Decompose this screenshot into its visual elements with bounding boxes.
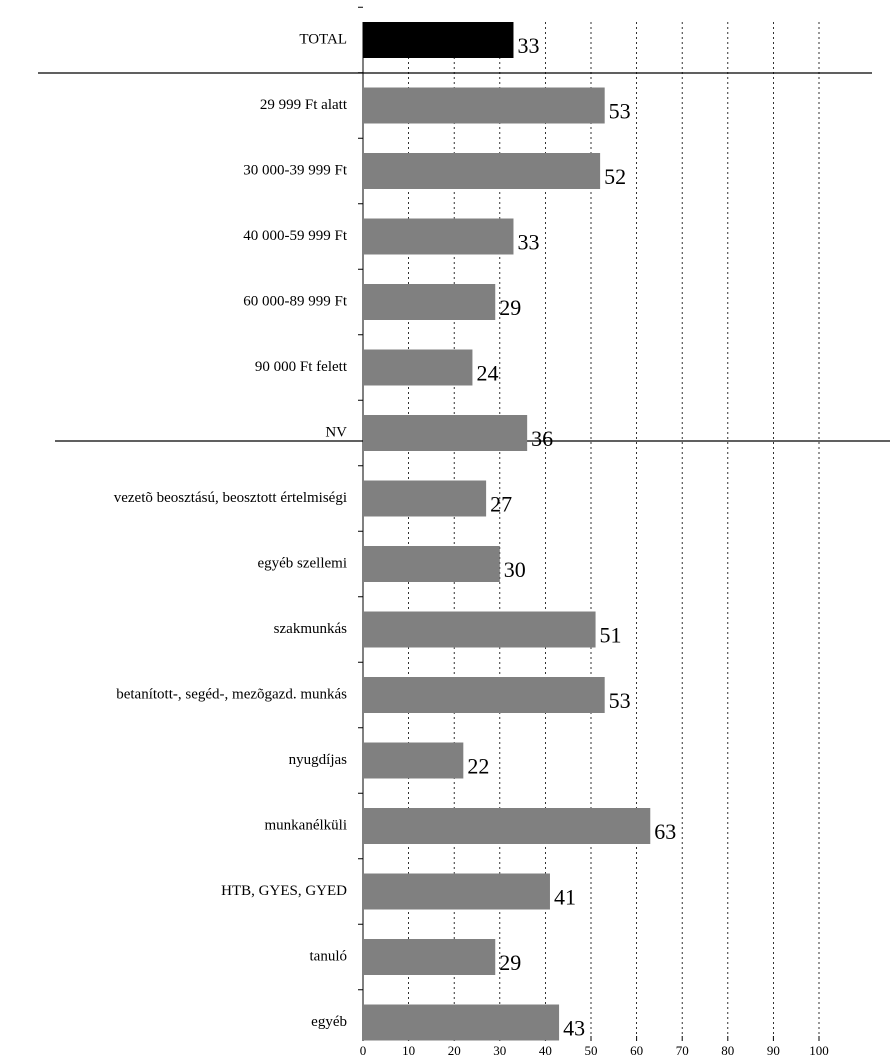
data-label: 41 bbox=[554, 885, 576, 910]
data-label: 24 bbox=[476, 361, 498, 386]
x-tick-label: 10 bbox=[402, 1043, 415, 1058]
bar bbox=[363, 349, 473, 386]
y-tick-label: 30 000-39 999 Ft bbox=[243, 162, 348, 178]
bar bbox=[363, 611, 596, 648]
y-tick-label: tanuló bbox=[310, 948, 348, 964]
x-tick-label: 30 bbox=[493, 1043, 506, 1058]
bar bbox=[363, 153, 601, 189]
x-tick-label: 70 bbox=[676, 1043, 689, 1058]
bar bbox=[363, 480, 487, 517]
y-tick-label: egyéb szellemi bbox=[257, 555, 347, 571]
y-tick-label: 29 999 Ft alatt bbox=[260, 97, 348, 113]
data-label: 27 bbox=[490, 492, 512, 517]
data-label: 63 bbox=[654, 819, 676, 844]
y-tick-label: HTB, GYES, GYED bbox=[221, 883, 347, 899]
y-tick-label: 60 000-89 999 Ft bbox=[243, 293, 348, 309]
bar bbox=[363, 939, 496, 975]
x-tick-label: 60 bbox=[630, 1043, 643, 1058]
data-label: 53 bbox=[609, 99, 631, 124]
data-label: 22 bbox=[467, 754, 489, 779]
x-tick-label: 80 bbox=[721, 1043, 734, 1058]
y-tick-label: nyugdíjas bbox=[289, 752, 347, 768]
bar bbox=[363, 742, 464, 779]
data-label: 52 bbox=[604, 164, 626, 189]
bar bbox=[363, 284, 496, 320]
bar bbox=[363, 218, 514, 255]
y-tick-label: egyéb bbox=[311, 1014, 347, 1030]
bar bbox=[363, 808, 651, 844]
bar bbox=[363, 415, 528, 451]
data-label: 30 bbox=[504, 557, 526, 582]
data-label: 51 bbox=[600, 623, 622, 648]
data-label: 33 bbox=[517, 33, 539, 58]
data-label: 36 bbox=[531, 426, 553, 451]
bar bbox=[363, 677, 605, 713]
y-tick-label: vezetõ beosztású, beosztott értelmiségi bbox=[114, 490, 347, 506]
bar bbox=[363, 546, 500, 582]
y-tick-label: 90 000 Ft felett bbox=[255, 359, 348, 375]
y-tick-label: betanított-, segéd-, mezõgazd. munkás bbox=[116, 686, 347, 702]
data-label: 29 bbox=[499, 295, 521, 320]
data-label: 43 bbox=[563, 1016, 585, 1041]
data-label: 53 bbox=[609, 688, 631, 713]
data-label: 33 bbox=[517, 230, 539, 255]
x-tick-label: 20 bbox=[448, 1043, 461, 1058]
y-tick-label: TOTAL bbox=[299, 31, 347, 47]
bar bbox=[363, 873, 550, 910]
x-tick-label: 0 bbox=[360, 1043, 367, 1058]
bar bbox=[363, 22, 514, 58]
bar bbox=[363, 1004, 560, 1041]
y-tick-label: NV bbox=[325, 424, 347, 440]
bar bbox=[363, 87, 605, 124]
x-tick-label: 50 bbox=[585, 1043, 598, 1058]
data-label: 29 bbox=[499, 950, 521, 975]
x-tick-label: 100 bbox=[809, 1043, 829, 1058]
x-tick-label: 90 bbox=[767, 1043, 780, 1058]
y-tick-label: 40 000-59 999 Ft bbox=[243, 228, 348, 244]
x-tick-label: 40 bbox=[539, 1043, 552, 1058]
y-tick-label: szakmunkás bbox=[274, 621, 347, 637]
y-tick-label: munkanélküli bbox=[265, 817, 348, 833]
